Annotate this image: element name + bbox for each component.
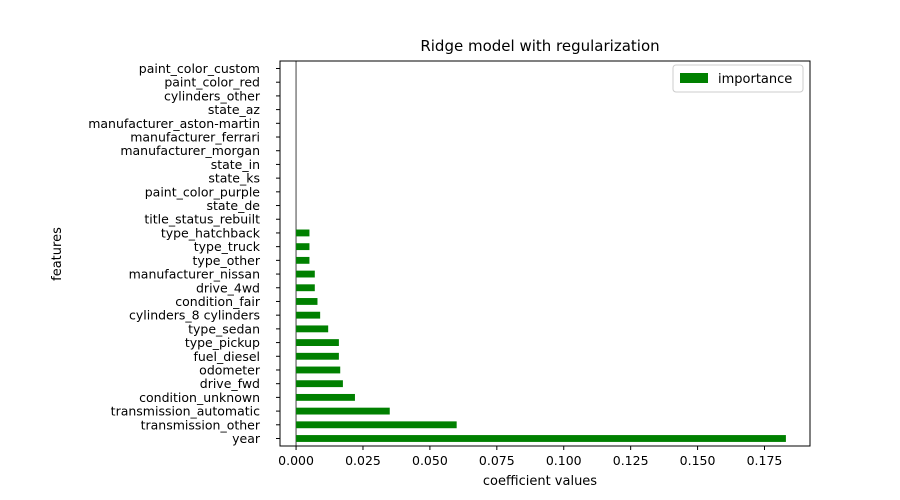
y-tick-label: type_pickup xyxy=(185,335,260,350)
y-axis-ticks: yeartransmission_othertransmission_autom… xyxy=(88,61,280,446)
y-tick-label: odometer xyxy=(199,362,261,377)
y-tick-label: condition_fair xyxy=(175,294,261,309)
x-tick-label: 0.000 xyxy=(278,453,314,468)
y-tick-label: manufacturer_morgan xyxy=(120,143,260,158)
chart-title: Ridge model with regularization xyxy=(420,37,659,55)
y-tick-label: title_status_rebuilt xyxy=(144,212,260,227)
bars xyxy=(296,229,786,442)
legend-swatch xyxy=(680,73,708,83)
y-tick-label: manufacturer_aston-martin xyxy=(88,116,260,131)
x-tick-label: 0.150 xyxy=(680,453,716,468)
bar-transmission-other xyxy=(296,421,457,429)
legend: importance xyxy=(672,64,804,93)
y-tick-label: paint_color_red xyxy=(164,75,260,90)
y-tick-label: manufacturer_ferrari xyxy=(130,130,260,145)
y-tick-label: year xyxy=(232,431,261,446)
y-tick-label: transmission_automatic xyxy=(111,404,260,419)
y-tick-label: state_de xyxy=(206,198,260,213)
bar-type-other xyxy=(296,256,310,264)
y-tick-label: type_hatchback xyxy=(161,225,261,240)
y-tick-label: state_in xyxy=(211,157,260,172)
y-tick-label: type_truck xyxy=(194,239,261,254)
x-tick-label: 0.175 xyxy=(747,453,783,468)
bar-odometer xyxy=(296,366,341,374)
bar-condition-unknown xyxy=(296,393,355,401)
bar-cylinders-8-cylinders xyxy=(296,311,321,319)
y-tick-label: type_sedan xyxy=(188,321,260,336)
y-tick-label: state_ks xyxy=(208,171,260,186)
x-tick-label: 0.125 xyxy=(613,453,649,468)
plot-frame xyxy=(279,60,811,447)
bar-year xyxy=(296,435,786,442)
bar-type-hatchback xyxy=(296,229,310,237)
y-tick-label: condition_unknown xyxy=(139,390,260,405)
x-axis-label: coefficient values xyxy=(483,474,597,489)
y-tick-label: manufacturer_nissan xyxy=(129,267,260,282)
x-tick-label: 0.050 xyxy=(412,453,448,468)
y-tick-label: drive_4wd xyxy=(196,280,260,295)
legend-box xyxy=(672,64,804,93)
plot-area xyxy=(279,60,811,447)
x-tick-label: 0.075 xyxy=(479,453,515,468)
y-tick-label: fuel_diesel xyxy=(193,349,260,364)
bar-transmission-automatic xyxy=(296,407,390,415)
legend-label: importance xyxy=(718,72,792,87)
y-tick-label: state_az xyxy=(208,102,261,117)
bar-condition-fair xyxy=(296,298,318,305)
x-tick-label: 0.100 xyxy=(546,453,582,468)
bar-manufacturer-nissan xyxy=(296,270,315,278)
bar-drive-4wd xyxy=(296,284,315,292)
y-axis-label: features xyxy=(50,227,65,281)
y-tick-label: type_other xyxy=(193,253,261,268)
y-tick-label: paint_color_purple xyxy=(145,184,261,199)
y-tick-label: cylinders_8 cylinders xyxy=(129,308,260,323)
x-axis-ticks: 0.000 0.025 0.050 0.075 0.100 0.125 0.150 0.175 xyxy=(278,446,782,468)
bar-type-pickup xyxy=(296,339,339,346)
bar-type-truck xyxy=(296,243,310,251)
y-tick-label: transmission_other xyxy=(141,417,261,432)
bar-fuel-diesel xyxy=(296,352,339,360)
bar-type-sedan xyxy=(296,325,329,333)
bar-drive-fwd xyxy=(296,380,343,388)
y-tick-label: cylinders_other xyxy=(164,88,261,103)
x-tick-label: 0.025 xyxy=(345,453,381,468)
y-tick-label: paint_color_custom xyxy=(139,61,260,76)
y-tick-label: drive_fwd xyxy=(200,376,260,391)
